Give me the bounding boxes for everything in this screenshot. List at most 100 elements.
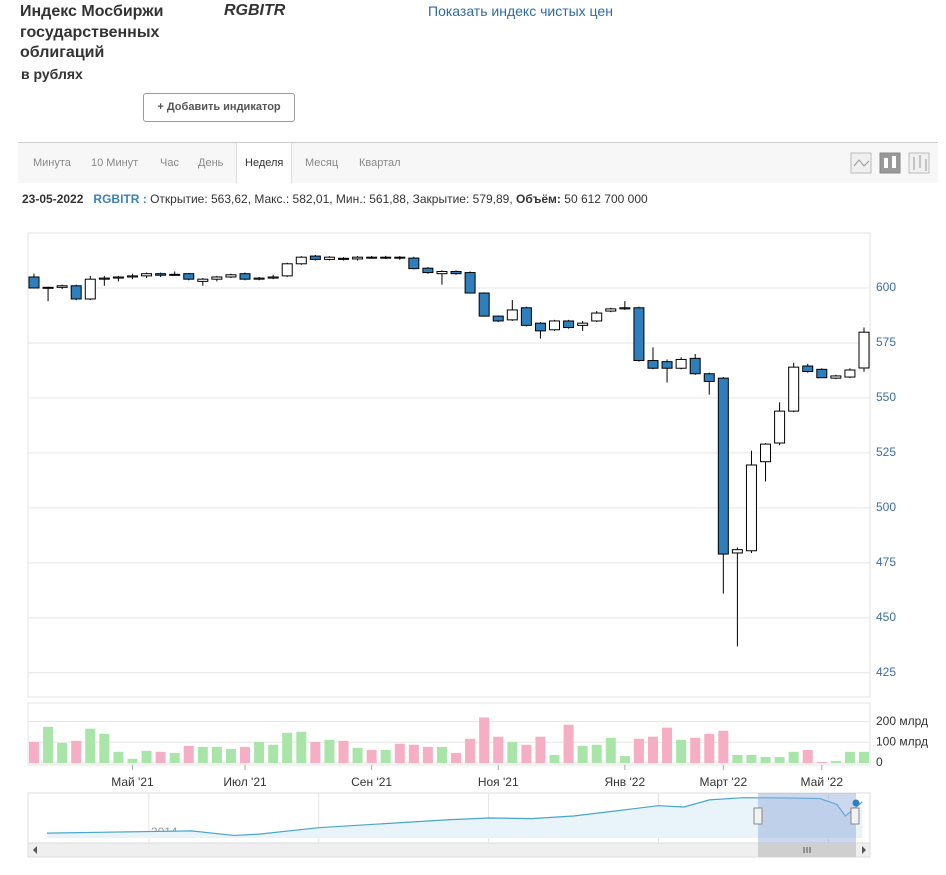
- candle-body: [183, 273, 195, 280]
- y-tick-label: 600: [876, 280, 896, 294]
- candle-glyph: [892, 156, 896, 168]
- candle-body: [478, 292, 490, 317]
- volume-bar: [169, 752, 180, 763]
- candle-body: [98, 277, 110, 280]
- volume-bar: [282, 732, 293, 763]
- volume-bar: [296, 731, 307, 763]
- clean-price-link[interactable]: Показать индекс чистых цен: [428, 3, 613, 19]
- candle-body: [28, 276, 40, 289]
- ticker: RGBITR: [224, 2, 286, 19]
- x-tick-label: Июл '21: [223, 775, 267, 789]
- candle-body: [492, 315, 504, 322]
- volume-bar: [422, 746, 433, 763]
- volume-bar: [563, 724, 574, 763]
- candle-body: [774, 410, 786, 444]
- quote-info: 23-05-2022 RGBITR : Открытие: 563,62, Ма…: [22, 192, 648, 206]
- candle-body: [436, 270, 448, 275]
- candle-body: [506, 309, 518, 321]
- period-tab[interactable]: Месяц: [305, 157, 339, 169]
- period-tab[interactable]: 10 Минут: [91, 157, 139, 169]
- candle-body: [745, 464, 757, 552]
- volume-bar: [99, 733, 110, 763]
- quote-ticker: RGBITR :: [93, 192, 147, 206]
- candle-body: [84, 278, 96, 300]
- candle-body: [211, 276, 223, 280]
- candle-body: [70, 285, 82, 300]
- volume-bar: [29, 741, 39, 763]
- volume-bar: [436, 746, 447, 763]
- candle-body: [337, 257, 349, 260]
- candle-body: [534, 322, 546, 332]
- candle-body: [717, 377, 729, 555]
- navigator-handle[interactable]: [850, 807, 860, 825]
- volume-bar: [366, 749, 377, 763]
- candle-body: [703, 373, 715, 382]
- volume-bar: [844, 751, 855, 763]
- navigator-handle[interactable]: [753, 807, 763, 825]
- scrollbar-track[interactable]: [27, 842, 871, 858]
- volume-bar: [535, 736, 546, 763]
- candle-body: [577, 322, 589, 326]
- candle-body: [520, 307, 532, 326]
- volume-bar: [465, 738, 476, 763]
- x-tick-label: Сен '21: [351, 775, 392, 789]
- volume-tick-label: 100 млрд: [876, 734, 928, 748]
- volume-bar: [718, 730, 729, 763]
- period-tab[interactable]: Минута: [33, 157, 71, 169]
- ohlc-glyph: [913, 155, 927, 171]
- volume-bar: [802, 749, 813, 763]
- candle-icon[interactable]: [879, 152, 901, 174]
- volume-bar: [183, 745, 194, 763]
- y-tick-label: 525: [876, 445, 896, 459]
- volume-bar: [690, 737, 701, 763]
- candle-body: [169, 273, 181, 276]
- candle-body: [689, 357, 701, 375]
- navigator-range[interactable]: [758, 793, 856, 843]
- volume-bar: [549, 754, 560, 763]
- candle-body: [619, 307, 631, 310]
- volume-bar: [225, 748, 236, 763]
- candle-body: [633, 307, 645, 362]
- scroll-left[interactable]: [33, 846, 37, 854]
- candle-body: [42, 286, 54, 289]
- volume-bar: [71, 740, 82, 763]
- candle-body: [253, 277, 265, 280]
- period-tab[interactable]: День: [198, 157, 224, 169]
- period-tab[interactable]: Неделя: [236, 143, 293, 183]
- volume-bar: [591, 744, 602, 763]
- candle-body: [760, 443, 772, 463]
- candle-body: [802, 365, 814, 373]
- candle-body: [126, 275, 138, 278]
- candle-body: [309, 255, 321, 260]
- navigator-area: [46, 797, 863, 838]
- candle-body: [464, 272, 476, 294]
- period-tab[interactable]: Квартал: [359, 157, 401, 169]
- x-tick-label: Май '21: [111, 775, 154, 789]
- scroll-right[interactable]: [862, 846, 866, 854]
- volume-bar: [676, 739, 687, 763]
- volume-bar: [324, 739, 335, 763]
- volume-bar: [493, 736, 504, 763]
- volume-bar: [732, 754, 743, 763]
- y-tick-label: 500: [876, 500, 896, 514]
- y-tick-label: 425: [876, 665, 896, 679]
- candle-body: [352, 256, 364, 260]
- period-tab[interactable]: Час: [160, 157, 179, 169]
- volume-bar: [57, 742, 68, 763]
- candle-body: [591, 312, 603, 322]
- period-tabs: Минута 10 Минут Час День Неделя Месяц Квартал: [18, 142, 938, 183]
- candle-body: [141, 273, 153, 277]
- candle-body: [267, 276, 279, 279]
- volume-bar: [338, 740, 349, 763]
- chart-icons: [850, 152, 930, 174]
- volume-bar: [774, 757, 785, 763]
- line-glyph: [853, 159, 870, 167]
- volume-bar: [155, 751, 166, 763]
- candle-body: [155, 273, 167, 276]
- quote-volume: 50 612 700 000: [564, 192, 648, 206]
- y-tick-label: 550: [876, 390, 896, 404]
- add-indicator-button[interactable]: + Добавить индикатор: [143, 93, 295, 122]
- candle-body: [197, 278, 209, 282]
- candle-body: [788, 366, 800, 412]
